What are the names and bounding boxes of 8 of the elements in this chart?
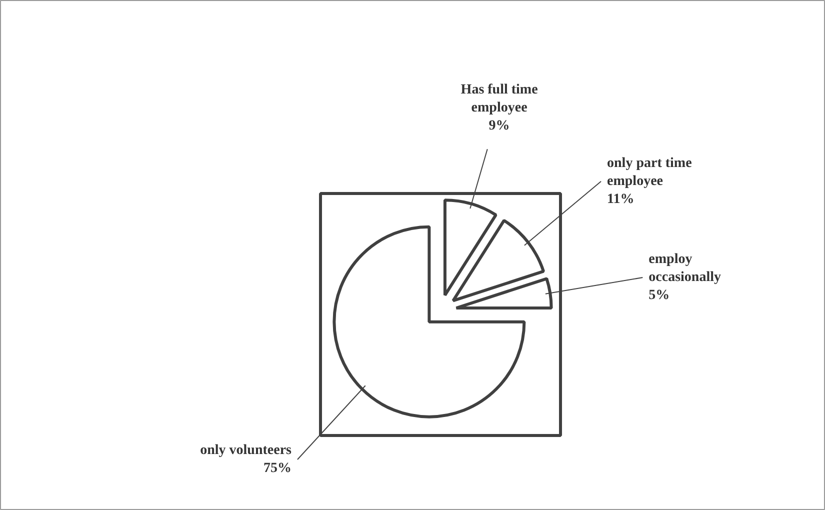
data-label: 11% [607, 192, 634, 207]
data-label: 9% [488, 118, 510, 134]
data-label: 5% [648, 288, 670, 304]
slice-label: Has full time employee [460, 82, 538, 116]
slice-label: only part time employee [607, 156, 692, 189]
data-label: 75% [263, 461, 292, 476]
slice-label: employ occasionally [648, 252, 721, 286]
slice-label: only volunteers [200, 443, 292, 458]
